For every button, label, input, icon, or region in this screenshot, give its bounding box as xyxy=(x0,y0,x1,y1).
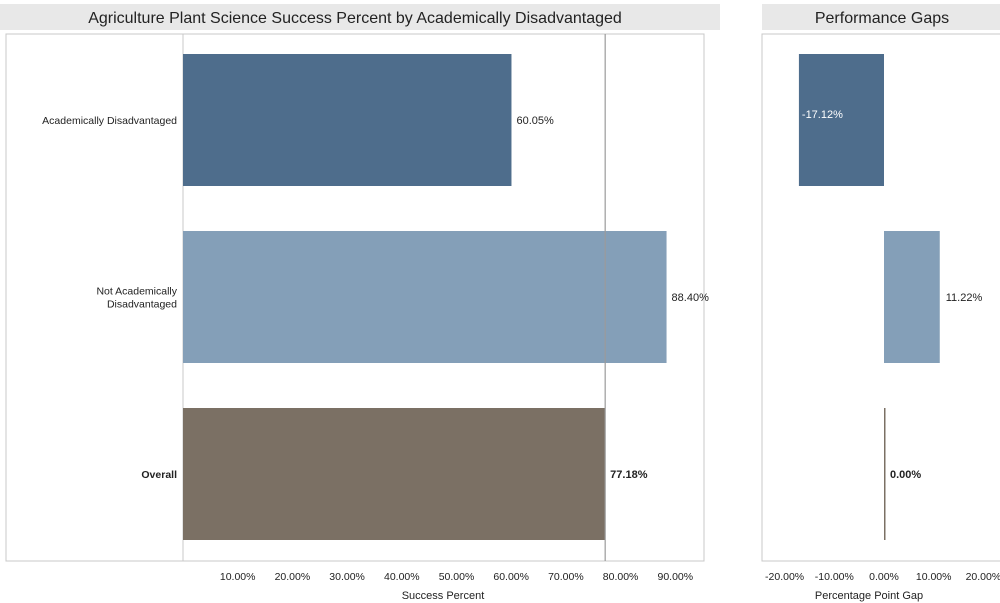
gaps-chart-title: Performance Gaps xyxy=(815,10,949,27)
success-bars xyxy=(183,54,667,540)
success-x-tick-50: 50.00% xyxy=(439,571,475,583)
gap-value-label-overall: 0.00% xyxy=(890,469,921,481)
success-bar-academically-disadvantaged xyxy=(183,54,512,186)
success-category-label-academically-disadvantaged: Academically Disadvantaged xyxy=(42,115,177,127)
gap-bar-academically-disadvantaged xyxy=(798,54,884,186)
success-category-label-overall: Overall xyxy=(141,469,177,481)
gap-x-tick-0: 0.00% xyxy=(869,571,899,583)
success-x-tick-20: 20.00% xyxy=(275,571,311,583)
gaps-title-band xyxy=(762,4,1000,30)
success-category-labels: Academically Disadvantaged Not Academical… xyxy=(42,115,178,481)
gaps-plot-frame xyxy=(761,33,1000,562)
gap-x-tick-neg10: -10.00% xyxy=(815,571,854,583)
success-category-label-not-academically-disadvantaged-line-2: Disadvantaged xyxy=(107,299,177,311)
success-value-label-not-academically-disadvantaged: 88.40% xyxy=(672,292,710,304)
success-value-labels: 60.05% 88.40% 77.18% xyxy=(516,115,709,481)
gap-value-label-academically-disadvantaged: -17.12% xyxy=(802,109,843,121)
gap-value-labels: -17.12% 11.22% 0.00% xyxy=(802,109,983,481)
performance-gaps-panel: Performance Gaps -17.12% 11.22% 0.00% -20.… xyxy=(761,4,1000,602)
gap-bars xyxy=(798,54,940,540)
success-chart-title: Agriculture Plant Science Success Percen… xyxy=(88,10,622,27)
success-plot-frame xyxy=(5,33,705,562)
success-bar-not-academically-disadvantaged xyxy=(183,231,667,363)
success-x-tick-60: 60.00% xyxy=(493,571,529,583)
success-x-tick-40: 40.00% xyxy=(384,571,420,583)
success-value-label-academically-disadvantaged: 60.05% xyxy=(516,115,554,127)
success-percent-panel: Agriculture Plant Science Success Percen… xyxy=(0,4,720,602)
gap-value-label-not-academically-disadvantaged: 11.22% xyxy=(946,292,983,304)
gap-bar-not-academically-disadvantaged xyxy=(884,231,940,363)
success-category-label-not-academically-disadvantaged-line-1: Not Academically xyxy=(96,286,177,298)
success-x-tick-labels: 10.00% 20.00% 30.00% 40.00% 50.00% 60.00% 70.0… xyxy=(220,571,693,583)
gap-x-tick-20: 20.00% xyxy=(966,571,1000,583)
success-x-tick-80: 80.00% xyxy=(603,571,639,583)
success-x-tick-70: 70.00% xyxy=(548,571,584,583)
gap-x-tick-labels: -20.00% -10.00% 0.00% 10.00% 20.00% xyxy=(765,571,1000,583)
gap-x-tick-neg20: -20.00% xyxy=(765,571,804,583)
success-x-axis-label: Success Percent xyxy=(402,590,485,602)
success-value-label-overall: 77.18% xyxy=(610,469,648,481)
success-title-band xyxy=(0,4,720,30)
gap-x-tick-10: 10.00% xyxy=(916,571,952,583)
success-x-tick-30: 30.00% xyxy=(329,571,365,583)
success-x-tick-90: 90.00% xyxy=(657,571,693,583)
gap-bar-overall xyxy=(884,408,886,540)
success-x-tick-10: 10.00% xyxy=(220,571,256,583)
gaps-x-axis-label: Percentage Point Gap xyxy=(815,590,923,602)
success-bar-overall xyxy=(183,408,606,540)
